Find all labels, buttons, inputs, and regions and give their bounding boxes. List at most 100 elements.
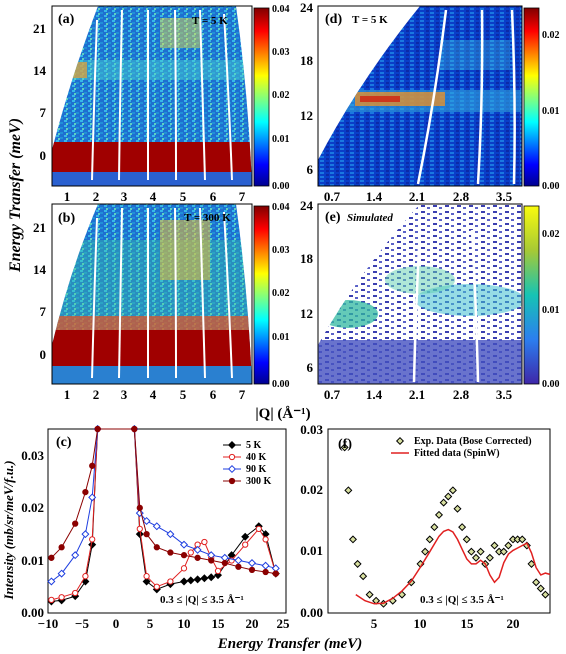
data-point-s0-1 bbox=[344, 486, 353, 495]
data-point-s0-21 bbox=[462, 535, 471, 544]
data-point-s2-0 bbox=[47, 577, 56, 586]
data-point-s0-18 bbox=[448, 486, 457, 495]
panel-d-yticks: 6 12 18 24 bbox=[300, 0, 314, 177]
panel-c-xtick--5: −5 bbox=[75, 616, 89, 631]
data-point-s0-13 bbox=[425, 535, 434, 544]
panel-d-label: (d) bbox=[325, 12, 342, 27]
panel-b-label: (b) bbox=[58, 211, 75, 226]
panel-e-ytick-24: 24 bbox=[300, 198, 314, 213]
series-line-1 bbox=[51, 428, 277, 601]
panel-a: (a) T = 5 K 1 2 3 4 5 6 7 0 7 14 21 0.04… bbox=[33, 4, 290, 204]
data-point-s2-11 bbox=[179, 540, 189, 549]
data-point-s2-1 bbox=[57, 569, 66, 578]
data-point-s1-14 bbox=[201, 538, 208, 546]
data-point-s1-20 bbox=[262, 536, 269, 543]
data-point-s0-17 bbox=[444, 492, 453, 501]
panel-c-ytick-0.01: 0.01 bbox=[21, 553, 44, 568]
panel-b-cb-tick-0.04: 0.04 bbox=[272, 202, 290, 213]
panel-d-xtick-0.7: 0.7 bbox=[324, 189, 341, 204]
panel-e-xtick-2.1: 2.1 bbox=[409, 387, 425, 402]
panel-f-label: (f) bbox=[338, 437, 352, 452]
panel-e-ytick-18: 18 bbox=[300, 251, 314, 266]
series-line-0 bbox=[51, 428, 277, 602]
panel-f-ytick-0.01: 0.01 bbox=[300, 543, 323, 558]
panel-a-cb-tick-0.00: 0.00 bbox=[272, 181, 290, 192]
panel-a-xtick-5: 5 bbox=[180, 189, 187, 204]
data-point-s1-12 bbox=[187, 549, 194, 556]
data-point-s3-4 bbox=[89, 462, 96, 469]
data-point-s1-8 bbox=[143, 573, 150, 580]
data-point-s3-7 bbox=[136, 504, 143, 511]
data-point-s0-5 bbox=[365, 590, 374, 599]
data-point-s3-14 bbox=[221, 559, 228, 567]
panel-c-annotation: 0.3 ≤ |Q| ≤ 3.5 Å⁻¹ bbox=[160, 594, 244, 606]
panel-f-xtick-20: 20 bbox=[507, 616, 520, 631]
panel-b-xticks: 1 2 3 4 5 6 7 bbox=[64, 387, 246, 402]
panel-d-colorbar bbox=[523, 7, 540, 187]
panel-a-xtick-2: 2 bbox=[93, 189, 100, 204]
data-point-s3-10 bbox=[167, 549, 174, 556]
data-point-s0-13 bbox=[193, 575, 202, 584]
panel-c-xtick-5: 5 bbox=[147, 616, 154, 631]
panel-b-xtick-6: 6 bbox=[210, 387, 217, 402]
panel-d-cb-tick-0.02: 0.02 bbox=[542, 30, 560, 41]
data-point-s0-2 bbox=[348, 535, 357, 544]
panel-b-yticks: 0 7 14 21 bbox=[33, 220, 47, 362]
panel-c-xtick-10: 10 bbox=[178, 616, 191, 631]
panel-d-xtick-3.5: 3.5 bbox=[496, 189, 513, 204]
legend-label-0: 5 K bbox=[246, 440, 262, 451]
data-point-s2-9 bbox=[152, 522, 161, 531]
panel-a-cb-tick-0.03: 0.03 bbox=[272, 47, 290, 58]
q-xlabel: |Q| (Å⁻¹) bbox=[255, 406, 310, 422]
panel-a-cb-tick-0.02: 0.02 bbox=[272, 90, 290, 101]
panel-b-colorbar bbox=[253, 205, 270, 385]
panel-e-xtick-1.4: 1.4 bbox=[366, 387, 383, 402]
panel-f: (f) 0.3 ≤ |Q| ≤ 3.5 Å⁻¹ Exp. Data (Bose … bbox=[300, 422, 551, 631]
panel-a-cbticks: 0.04 0.03 0.02 0.01 0.00 bbox=[272, 4, 290, 192]
data-point-s3-0 bbox=[48, 554, 55, 561]
panel-b-xtick-4: 4 bbox=[150, 387, 157, 402]
panel-e-xtick-3.5: 3.5 bbox=[496, 387, 513, 402]
panel-e-cb-tick-0.01: 0.01 bbox=[542, 305, 560, 316]
data-point-s0-12 bbox=[421, 547, 430, 556]
panel-a-ytick-7: 7 bbox=[40, 105, 47, 120]
panel-c-ytick-0.02: 0.02 bbox=[21, 500, 44, 515]
legend-marker-2 bbox=[227, 464, 237, 474]
data-point-s3-2 bbox=[72, 520, 79, 527]
data-point-s0-23 bbox=[471, 553, 481, 562]
data-point-s3-3 bbox=[82, 488, 89, 496]
data-point-s0-14 bbox=[430, 523, 439, 532]
data-point-s3-16 bbox=[248, 566, 256, 574]
data-point-s0-30 bbox=[504, 541, 513, 550]
panel-f-annotation: 0.3 ≤ |Q| ≤ 3.5 Å⁻¹ bbox=[420, 594, 504, 606]
panel-a-yticks: 0 7 14 21 bbox=[33, 21, 47, 163]
panel-d-xtick-1.4: 1.4 bbox=[366, 189, 383, 204]
data-point-s1-19 bbox=[255, 525, 262, 533]
panel-d-ytick-12: 12 bbox=[300, 108, 313, 123]
legend-label-3: 300 K bbox=[246, 476, 272, 487]
data-point-s1-4 bbox=[89, 536, 96, 543]
legend-label-0: Exp. Data (Bose Corrected) bbox=[414, 436, 532, 447]
energy-transfer-xlabel: Energy Transfer (meV) bbox=[217, 636, 362, 652]
data-point-s1-0 bbox=[48, 596, 55, 603]
panel-f-xtick-15: 15 bbox=[461, 616, 475, 631]
data-point-s1-7 bbox=[136, 525, 143, 533]
panel-c-label: (c) bbox=[56, 435, 72, 450]
panel-d-cb-tick-0.01: 0.01 bbox=[542, 106, 560, 117]
legend-label-1: Fitted data (SpinW) bbox=[414, 448, 500, 459]
data-point-s3-11 bbox=[180, 552, 188, 559]
data-point-s0-8 bbox=[142, 577, 151, 586]
data-point-s1-10 bbox=[167, 578, 174, 585]
panel-a-xtick-3: 3 bbox=[121, 189, 128, 204]
panel-f-frame bbox=[327, 428, 551, 614]
data-point-s1-11 bbox=[180, 565, 188, 572]
data-point-s0-3 bbox=[353, 559, 362, 568]
data-point-s2-8 bbox=[142, 516, 151, 526]
data-point-s0-26 bbox=[485, 553, 494, 562]
data-point-s3-15 bbox=[235, 563, 242, 570]
panel-c-ytick-0.00: 0.00 bbox=[21, 605, 44, 620]
legend-label-2: 90 K bbox=[246, 464, 267, 475]
data-point-s1-18 bbox=[242, 541, 249, 548]
